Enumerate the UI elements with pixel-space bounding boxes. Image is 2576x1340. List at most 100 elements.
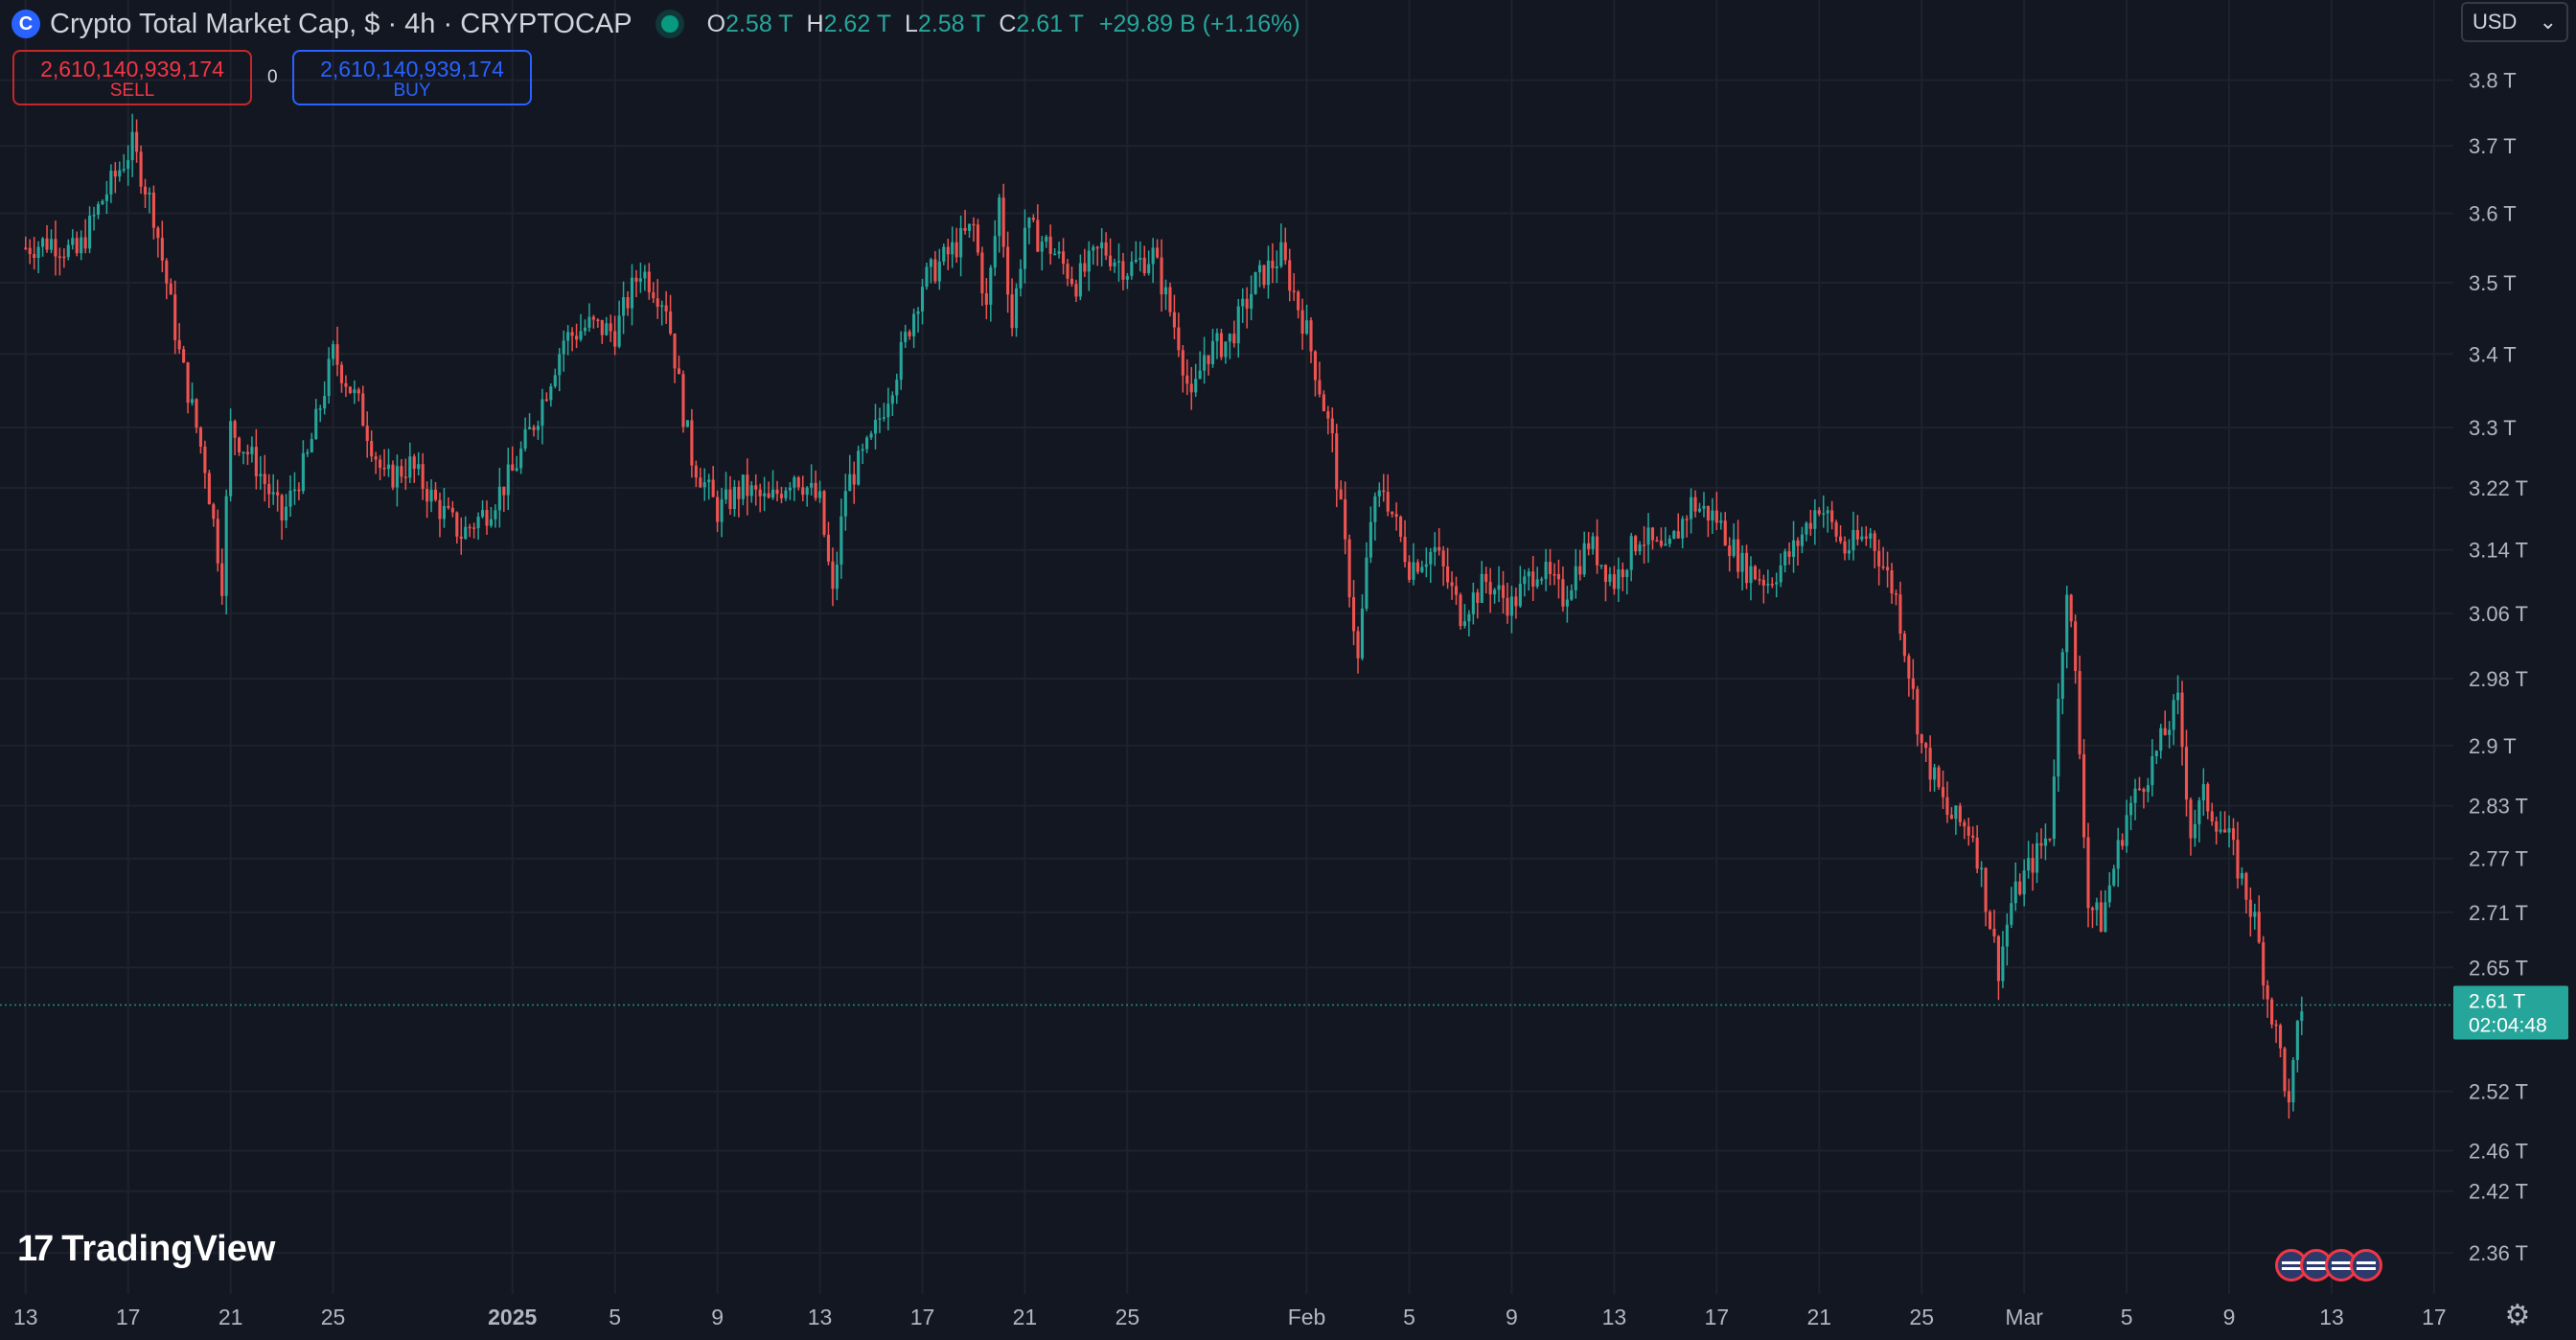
candle-body bbox=[775, 489, 779, 495]
candle-body bbox=[1740, 552, 1744, 572]
candle-body bbox=[1988, 912, 1992, 930]
candle-body bbox=[1356, 631, 1360, 658]
candle-body bbox=[2189, 799, 2193, 839]
candle-body bbox=[1368, 521, 1372, 558]
candle-body bbox=[2159, 728, 2163, 751]
candle bbox=[49, 229, 54, 254]
candle-body bbox=[647, 271, 651, 292]
candle bbox=[1194, 363, 1198, 398]
candle-body bbox=[1805, 522, 1808, 535]
tradingview-logo[interactable]: 17 TradingView bbox=[17, 1229, 275, 1270]
candle bbox=[45, 224, 49, 253]
us-flag-icon[interactable] bbox=[2350, 1249, 2382, 1282]
candle bbox=[1441, 545, 1445, 587]
currency-select[interactable]: USD ⌄ bbox=[2461, 2, 2568, 42]
candle-body bbox=[1531, 571, 1535, 587]
candle-body bbox=[2082, 753, 2086, 838]
candle-body bbox=[2027, 858, 2031, 871]
candle-body bbox=[45, 238, 49, 250]
economic-events[interactable] bbox=[2275, 1249, 2382, 1282]
candle bbox=[365, 411, 369, 458]
candle bbox=[1207, 355, 1210, 376]
candle-body bbox=[1629, 536, 1633, 570]
candle bbox=[1300, 298, 1304, 350]
candle bbox=[1963, 819, 1966, 840]
candle bbox=[1156, 239, 1160, 259]
candle-body bbox=[472, 527, 476, 529]
candle-body bbox=[1761, 579, 1765, 586]
candle-body bbox=[591, 316, 595, 320]
sell-button[interactable]: 2,610,140,939,174 SELL bbox=[12, 50, 252, 105]
candle bbox=[976, 219, 979, 256]
candle bbox=[840, 498, 843, 579]
candle bbox=[1714, 492, 1718, 531]
candle-body bbox=[1438, 546, 1441, 551]
candle bbox=[822, 490, 826, 538]
candle-body bbox=[1591, 536, 1595, 549]
candle bbox=[1898, 581, 1902, 641]
candle bbox=[1945, 781, 1949, 823]
candle-body bbox=[1702, 505, 1706, 509]
candle bbox=[1659, 527, 1663, 548]
candle-body bbox=[2086, 837, 2090, 909]
candle bbox=[1347, 534, 1351, 608]
candle bbox=[1027, 217, 1031, 244]
y-tick-label: 2.52 T bbox=[2469, 1080, 2528, 1104]
candle-body bbox=[143, 186, 148, 195]
candle bbox=[2197, 797, 2201, 843]
candle bbox=[784, 487, 788, 501]
candle bbox=[2129, 796, 2133, 831]
candle bbox=[2210, 802, 2214, 826]
candle-body bbox=[1945, 797, 1949, 816]
candle-body bbox=[242, 451, 245, 454]
candle bbox=[515, 455, 518, 473]
candle bbox=[1890, 563, 1894, 604]
candle bbox=[1134, 241, 1138, 264]
market-status-icon[interactable] bbox=[660, 15, 678, 33]
x-tick-label: 9 bbox=[711, 1305, 724, 1329]
candle bbox=[1916, 685, 1920, 747]
candle bbox=[1587, 531, 1591, 556]
candle-body bbox=[690, 420, 694, 466]
candle-body bbox=[216, 519, 219, 564]
candle-body bbox=[2240, 872, 2243, 879]
candle-body bbox=[699, 477, 702, 488]
candle bbox=[1121, 252, 1125, 290]
candle bbox=[417, 451, 421, 476]
candle bbox=[71, 229, 75, 250]
candle-body bbox=[1250, 293, 1254, 310]
candle bbox=[2095, 897, 2099, 926]
symbol-title[interactable]: Crypto Total Market Cap, $ · 4h · CRYPTO… bbox=[50, 8, 632, 39]
candle bbox=[596, 318, 600, 328]
candle-body bbox=[1877, 550, 1881, 566]
buy-button[interactable]: 2,610,140,939,174 BUY bbox=[292, 50, 532, 105]
candle bbox=[323, 381, 327, 415]
candle bbox=[1920, 733, 1923, 754]
candle-body bbox=[685, 420, 689, 427]
candle bbox=[852, 461, 856, 504]
x-tick-label: 17 bbox=[116, 1305, 141, 1329]
candle-body bbox=[292, 489, 297, 492]
candle bbox=[1109, 238, 1113, 271]
candle-body bbox=[2146, 785, 2150, 793]
candle bbox=[139, 145, 143, 195]
candle bbox=[438, 492, 442, 538]
candle-body bbox=[1685, 519, 1689, 520]
gear-icon[interactable]: ⚙ bbox=[2504, 1300, 2531, 1331]
coin-icon[interactable]: C bbox=[12, 10, 40, 38]
candle bbox=[511, 446, 515, 472]
candle-body bbox=[1612, 574, 1616, 589]
candle bbox=[1984, 866, 1988, 927]
candle-body bbox=[1655, 540, 1659, 543]
candle-body bbox=[2197, 800, 2201, 824]
candle-body bbox=[1083, 263, 1087, 272]
candle bbox=[1471, 582, 1475, 625]
candle bbox=[497, 468, 501, 528]
candle-body bbox=[1488, 582, 1492, 595]
candle bbox=[925, 262, 929, 290]
candle bbox=[426, 481, 429, 519]
candle-body bbox=[840, 516, 843, 566]
candle-body bbox=[1254, 272, 1257, 294]
y-tick-label: 3.7 T bbox=[2469, 134, 2517, 158]
